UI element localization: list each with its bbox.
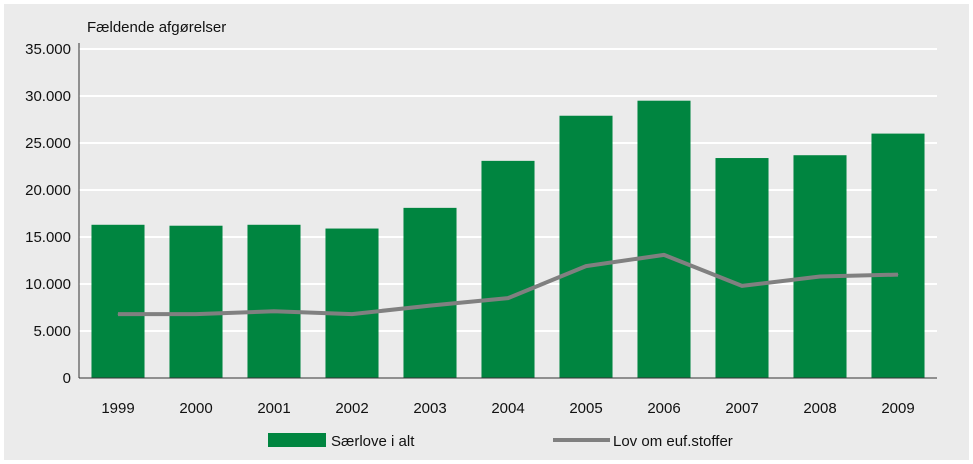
y-tick-label: 30.000 [25, 88, 71, 105]
axes: 0 5.000 10.000 15.000 20.000 25.000 30.000 35.0… [25, 41, 937, 417]
chart-panel: Fældende afgørelser 0 5.000 10.000 15.000 20… [4, 4, 969, 460]
x-tick-label: 1999 [101, 400, 134, 417]
bar [793, 155, 847, 378]
x-tick-label: 2009 [881, 400, 914, 417]
legend: Særlove i alt Lov om euf.stoffer [268, 433, 733, 450]
line-point [351, 313, 353, 315]
line-point [897, 274, 899, 276]
legend-bar-swatch [268, 433, 326, 447]
bar [481, 160, 535, 378]
bar-series [91, 100, 925, 379]
y-tick-label: 15.000 [25, 229, 71, 246]
line-point [507, 297, 509, 299]
y-tick-label: 25.000 [25, 135, 71, 152]
line-point [195, 313, 197, 315]
bar [169, 225, 223, 378]
line-series [117, 252, 899, 317]
chart-svg: Fældende afgørelser 0 5.000 10.000 15.000 20… [25, 19, 937, 450]
x-tick-label: 2005 [569, 400, 602, 417]
bar [637, 100, 691, 378]
bar [559, 115, 613, 379]
legend-line-label: Lov om euf.stoffer [613, 433, 733, 450]
x-tick-label: 2003 [413, 400, 446, 417]
x-tick-label: 2002 [335, 400, 368, 417]
x-tick-label: 2001 [257, 400, 290, 417]
chart-title: Fældende afgørelser [87, 19, 226, 36]
legend-bar-label: Særlove i alt [331, 433, 415, 450]
y-tick-label: 35.000 [25, 41, 71, 58]
line-point [819, 275, 821, 277]
bar [325, 228, 379, 378]
x-tick-label: 2006 [647, 400, 680, 417]
line-point [663, 254, 665, 256]
y-tick-label: 5.000 [33, 323, 71, 340]
line-point [741, 285, 743, 287]
y-tick-label: 0 [63, 370, 71, 387]
line-point [117, 313, 119, 315]
bar [715, 158, 769, 378]
y-tick-label: 10.000 [25, 276, 71, 293]
line-point [273, 310, 275, 312]
x-tick-label: 2004 [491, 400, 524, 417]
x-tick-label: 2008 [803, 400, 836, 417]
bar [871, 133, 925, 378]
x-tick-label: 2007 [725, 400, 758, 417]
line-point [429, 305, 431, 307]
bar [403, 207, 457, 378]
y-tick-label: 20.000 [25, 182, 71, 199]
line-point [585, 265, 587, 267]
bar [247, 224, 301, 378]
x-tick-label: 2000 [179, 400, 212, 417]
bar [91, 224, 145, 378]
